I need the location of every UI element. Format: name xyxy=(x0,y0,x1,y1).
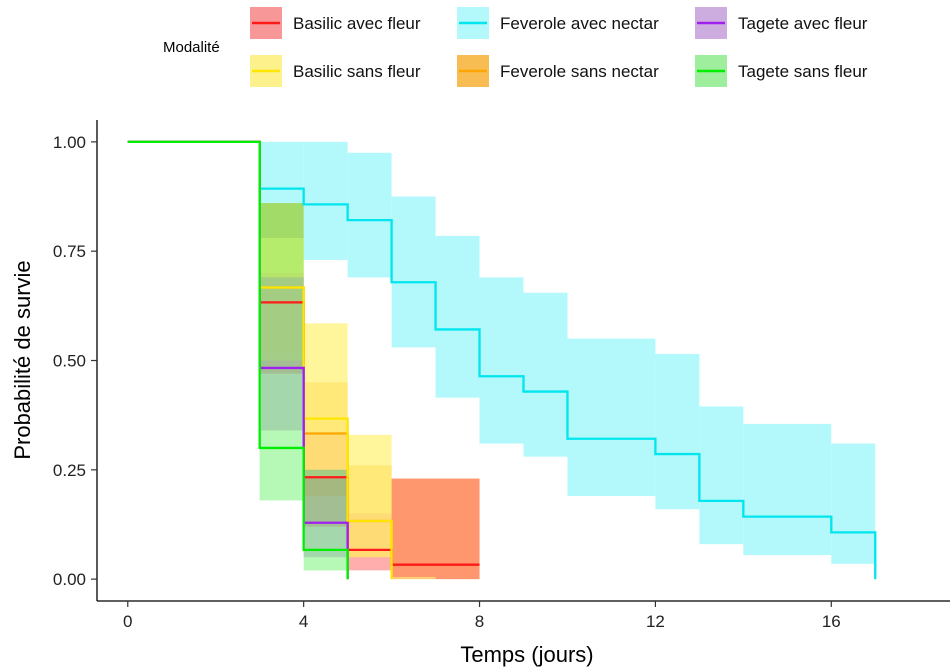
ci-band-basilic-sans-fleur xyxy=(259,238,304,361)
curve-feverole-avec-nectar xyxy=(127,140,877,580)
y-tick-label: 0.00 xyxy=(53,570,86,589)
legend-label: Feverole avec nectar xyxy=(500,14,659,33)
ci-band-feverole-avec-nectar xyxy=(655,353,700,510)
legend-item: Basilic sans fleur xyxy=(250,55,421,87)
ci-band-feverole-avec-nectar xyxy=(303,141,348,260)
y-tick-label: 0.25 xyxy=(53,461,86,480)
legend-label: Basilic sans fleur xyxy=(293,62,421,81)
legend-item: Tagete avec fleur xyxy=(695,7,868,39)
legend-item: Tagete sans fleur xyxy=(695,55,868,87)
survival-curves xyxy=(127,140,877,580)
y-tick-label: 0.75 xyxy=(53,242,86,261)
ci-band-basilic-sans-fleur xyxy=(303,323,348,479)
ci-band-feverole-avec-nectar xyxy=(391,196,436,348)
legend-item: Basilic avec fleur xyxy=(250,7,421,39)
ci-band-feverole-avec-nectar xyxy=(479,277,524,444)
y-axis-title: Probabilité de survie xyxy=(10,260,35,459)
legend-label: Basilic avec fleur xyxy=(293,14,421,33)
ci-band-basilic-sans-fleur xyxy=(347,434,392,558)
legend-label: Feverole sans nectar xyxy=(500,62,659,81)
legend-label: Tagete sans fleur xyxy=(738,62,868,81)
legend-title: Modalité xyxy=(163,39,220,56)
legend-label: Tagete avec fleur xyxy=(738,14,868,33)
ci-band-tagete-avec-fleur xyxy=(303,469,348,558)
ci-band-basilic-avec-fleur xyxy=(435,478,480,580)
x-tick-label: 8 xyxy=(475,612,484,631)
legend-item: Feverole sans nectar xyxy=(457,55,659,87)
legend-item: Feverole avec nectar xyxy=(457,7,659,39)
confidence-bands xyxy=(259,141,876,580)
ci-band-feverole-avec-nectar xyxy=(347,152,392,278)
y-tick-label: 1.00 xyxy=(53,133,86,152)
ci-band-feverole-avec-nectar xyxy=(523,292,568,457)
ci-band-feverole-avec-nectar xyxy=(699,406,744,545)
axes: 0.00 0.25 0.50 0.75 1.00 0 4 8 12 16 Temps (jour… xyxy=(10,120,950,667)
x-tick-label: 4 xyxy=(299,612,308,631)
legend: Modalité Basilic avec fleur Basilic sans … xyxy=(163,7,868,87)
x-tick-label: 0 xyxy=(123,612,132,631)
ci-band-feverole-avec-nectar xyxy=(435,235,480,398)
x-axis-title: Temps (jours) xyxy=(460,642,593,667)
ci-band-basilic-avec-fleur xyxy=(391,478,436,577)
curve-tagete-sans-fleur xyxy=(127,140,349,580)
x-tick-label: 12 xyxy=(646,612,665,631)
y-tick-label: 0.50 xyxy=(53,352,86,371)
ci-band-feverole-avec-nectar xyxy=(567,338,656,497)
ci-band-feverole-avec-nectar xyxy=(831,443,876,564)
ci-band-tagete-sans-fleur xyxy=(259,203,304,501)
ci-band-tagete-sans-fleur xyxy=(303,469,348,571)
x-tick-label: 16 xyxy=(822,612,841,631)
ci-band-feverole-avec-nectar xyxy=(743,423,832,556)
